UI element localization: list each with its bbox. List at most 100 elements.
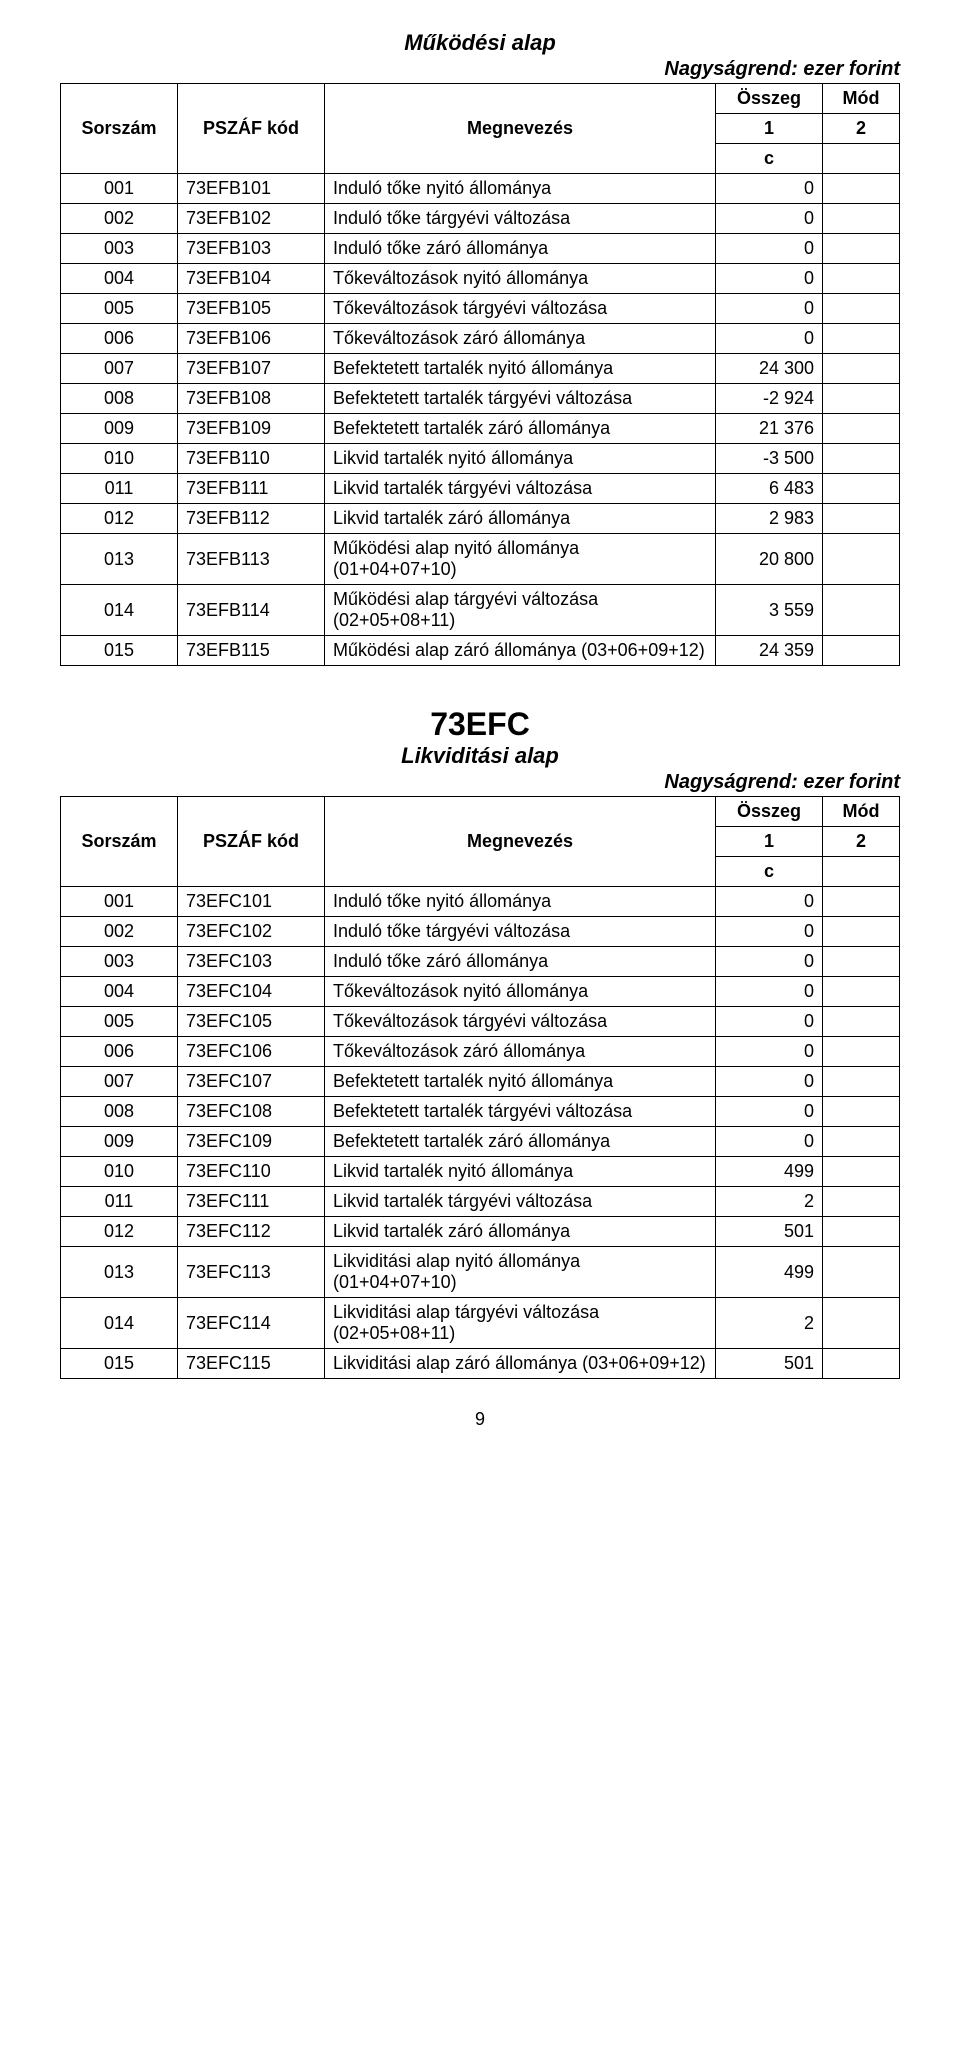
cell-kod: 73EFB106 [178, 324, 325, 354]
hdr-c: c [716, 144, 823, 174]
table-row: 00773EFB107Befektetett tartalék nyitó ál… [61, 354, 900, 384]
cell-kod: 73EFC104 [178, 977, 325, 1007]
table-row: 01073EFB110Likvid tartalék nyitó állomán… [61, 444, 900, 474]
cell-osszeg: 0 [716, 887, 823, 917]
section2-code: 73EFC [60, 706, 900, 743]
cell-megnevezes: Befektetett tartalék nyitó állománya [325, 354, 716, 384]
cell-kod: 73EFC113 [178, 1247, 325, 1298]
cell-osszeg: 0 [716, 1097, 823, 1127]
cell-mod [823, 1067, 900, 1097]
cell-kod: 73EFC108 [178, 1097, 325, 1127]
cell-mod [823, 1127, 900, 1157]
cell-mod [823, 1187, 900, 1217]
cell-kod: 73EFC111 [178, 1187, 325, 1217]
cell-kod: 73EFC110 [178, 1157, 325, 1187]
cell-osszeg: 501 [716, 1349, 823, 1379]
cell-megnevezes: Tőkeváltozások nyitó állománya [325, 977, 716, 1007]
cell-osszeg: 0 [716, 1127, 823, 1157]
table-row: 00573EFB105Tőkeváltozások tárgyévi válto… [61, 294, 900, 324]
cell-osszeg: 0 [716, 1037, 823, 1067]
cell-kod: 73EFC107 [178, 1067, 325, 1097]
cell-megnevezes: Induló tőke záró állománya [325, 947, 716, 977]
cell-osszeg: 0 [716, 1007, 823, 1037]
cell-kod: 73EFB114 [178, 585, 325, 636]
cell-mod [823, 1247, 900, 1298]
table-row: 00473EFC104Tőkeváltozások nyitó állomány… [61, 977, 900, 1007]
cell-sorszam: 015 [61, 1349, 178, 1379]
cell-sorszam: 015 [61, 636, 178, 666]
cell-megnevezes: Befektetett tartalék tárgyévi változása [325, 384, 716, 414]
hdr2-osszeg: Összeg [716, 797, 823, 827]
cell-mod [823, 294, 900, 324]
cell-osszeg: -2 924 [716, 384, 823, 414]
cell-megnevezes: Likvid tartalék nyitó állománya [325, 1157, 716, 1187]
cell-osszeg: 6 483 [716, 474, 823, 504]
table-row: 00473EFB104Tőkeváltozások nyitó állomány… [61, 264, 900, 294]
cell-megnevezes: Likviditási alap tárgyévi változása (02+… [325, 1298, 716, 1349]
table-row: 00573EFC105Tőkeváltozások tárgyévi válto… [61, 1007, 900, 1037]
cell-megnevezes: Induló tőke tárgyévi változása [325, 917, 716, 947]
cell-mod [823, 354, 900, 384]
cell-sorszam: 005 [61, 294, 178, 324]
cell-megnevezes: Likvid tartalék nyitó állománya [325, 444, 716, 474]
cell-sorszam: 009 [61, 414, 178, 444]
cell-osszeg: 24 300 [716, 354, 823, 384]
table-row: 01473EFC114Likviditási alap tárgyévi vál… [61, 1298, 900, 1349]
cell-kod: 73EFC112 [178, 1217, 325, 1247]
cell-sorszam: 010 [61, 1157, 178, 1187]
table-row: 00673EFB106Tőkeváltozások záró állománya… [61, 324, 900, 354]
cell-sorszam: 014 [61, 585, 178, 636]
cell-kod: 73EFB107 [178, 354, 325, 384]
cell-megnevezes: Induló tőke nyitó állománya [325, 887, 716, 917]
cell-kod: 73EFB112 [178, 504, 325, 534]
cell-sorszam: 004 [61, 977, 178, 1007]
table-section1: Sorszám PSZÁF kód Megnevezés Összeg Mód … [60, 83, 900, 666]
cell-osszeg: 24 359 [716, 636, 823, 666]
cell-kod: 73EFB105 [178, 294, 325, 324]
cell-mod [823, 1349, 900, 1379]
table-row: 00873EFB108Befektetett tartalék tárgyévi… [61, 384, 900, 414]
cell-kod: 73EFB113 [178, 534, 325, 585]
hdr-kod: PSZÁF kód [178, 84, 325, 174]
hdr2-megnevezes: Megnevezés [325, 797, 716, 887]
cell-kod: 73EFB101 [178, 174, 325, 204]
cell-sorszam: 008 [61, 384, 178, 414]
cell-sorszam: 007 [61, 354, 178, 384]
table-row: 01273EFC112Likvid tartalék záró állomány… [61, 1217, 900, 1247]
cell-osszeg: 0 [716, 294, 823, 324]
hdr2-c: c [716, 857, 823, 887]
cell-megnevezes: Induló tőke nyitó állománya [325, 174, 716, 204]
cell-kod: 73EFB104 [178, 264, 325, 294]
hdr-osszeg: Összeg [716, 84, 823, 114]
cell-kod: 73EFB109 [178, 414, 325, 444]
cell-sorszam: 007 [61, 1067, 178, 1097]
cell-sorszam: 011 [61, 474, 178, 504]
cell-sorszam: 009 [61, 1127, 178, 1157]
cell-mod [823, 444, 900, 474]
cell-sorszam: 012 [61, 1217, 178, 1247]
table-row: 01173EFC111Likvid tartalék tárgyévi vált… [61, 1187, 900, 1217]
cell-sorszam: 002 [61, 204, 178, 234]
table-row: 01273EFB112Likvid tartalék záró állomány… [61, 504, 900, 534]
cell-mod [823, 585, 900, 636]
cell-mod [823, 534, 900, 585]
cell-sorszam: 008 [61, 1097, 178, 1127]
cell-mod [823, 1037, 900, 1067]
table-row: 00173EFB101Induló tőke nyitó állománya0 [61, 174, 900, 204]
cell-kod: 73EFC101 [178, 887, 325, 917]
table-row: 00373EFB103Induló tőke záró állománya0 [61, 234, 900, 264]
cell-sorszam: 011 [61, 1187, 178, 1217]
hdr2-blank [823, 857, 900, 887]
table-row: 01573EFB115Működési alap záró állománya … [61, 636, 900, 666]
cell-osszeg: 3 559 [716, 585, 823, 636]
hdr-col1: 1 [716, 114, 823, 144]
hdr-megnevezes: Megnevezés [325, 84, 716, 174]
cell-megnevezes: Működési alap záró állománya (03+06+09+1… [325, 636, 716, 666]
cell-mod [823, 384, 900, 414]
cell-kod: 73EFC114 [178, 1298, 325, 1349]
cell-mod [823, 1217, 900, 1247]
cell-megnevezes: Tőkeváltozások nyitó állománya [325, 264, 716, 294]
cell-sorszam: 013 [61, 534, 178, 585]
cell-megnevezes: Tőkeváltozások tárgyévi változása [325, 294, 716, 324]
table-row: 01373EFB113Működési alap nyitó állománya… [61, 534, 900, 585]
